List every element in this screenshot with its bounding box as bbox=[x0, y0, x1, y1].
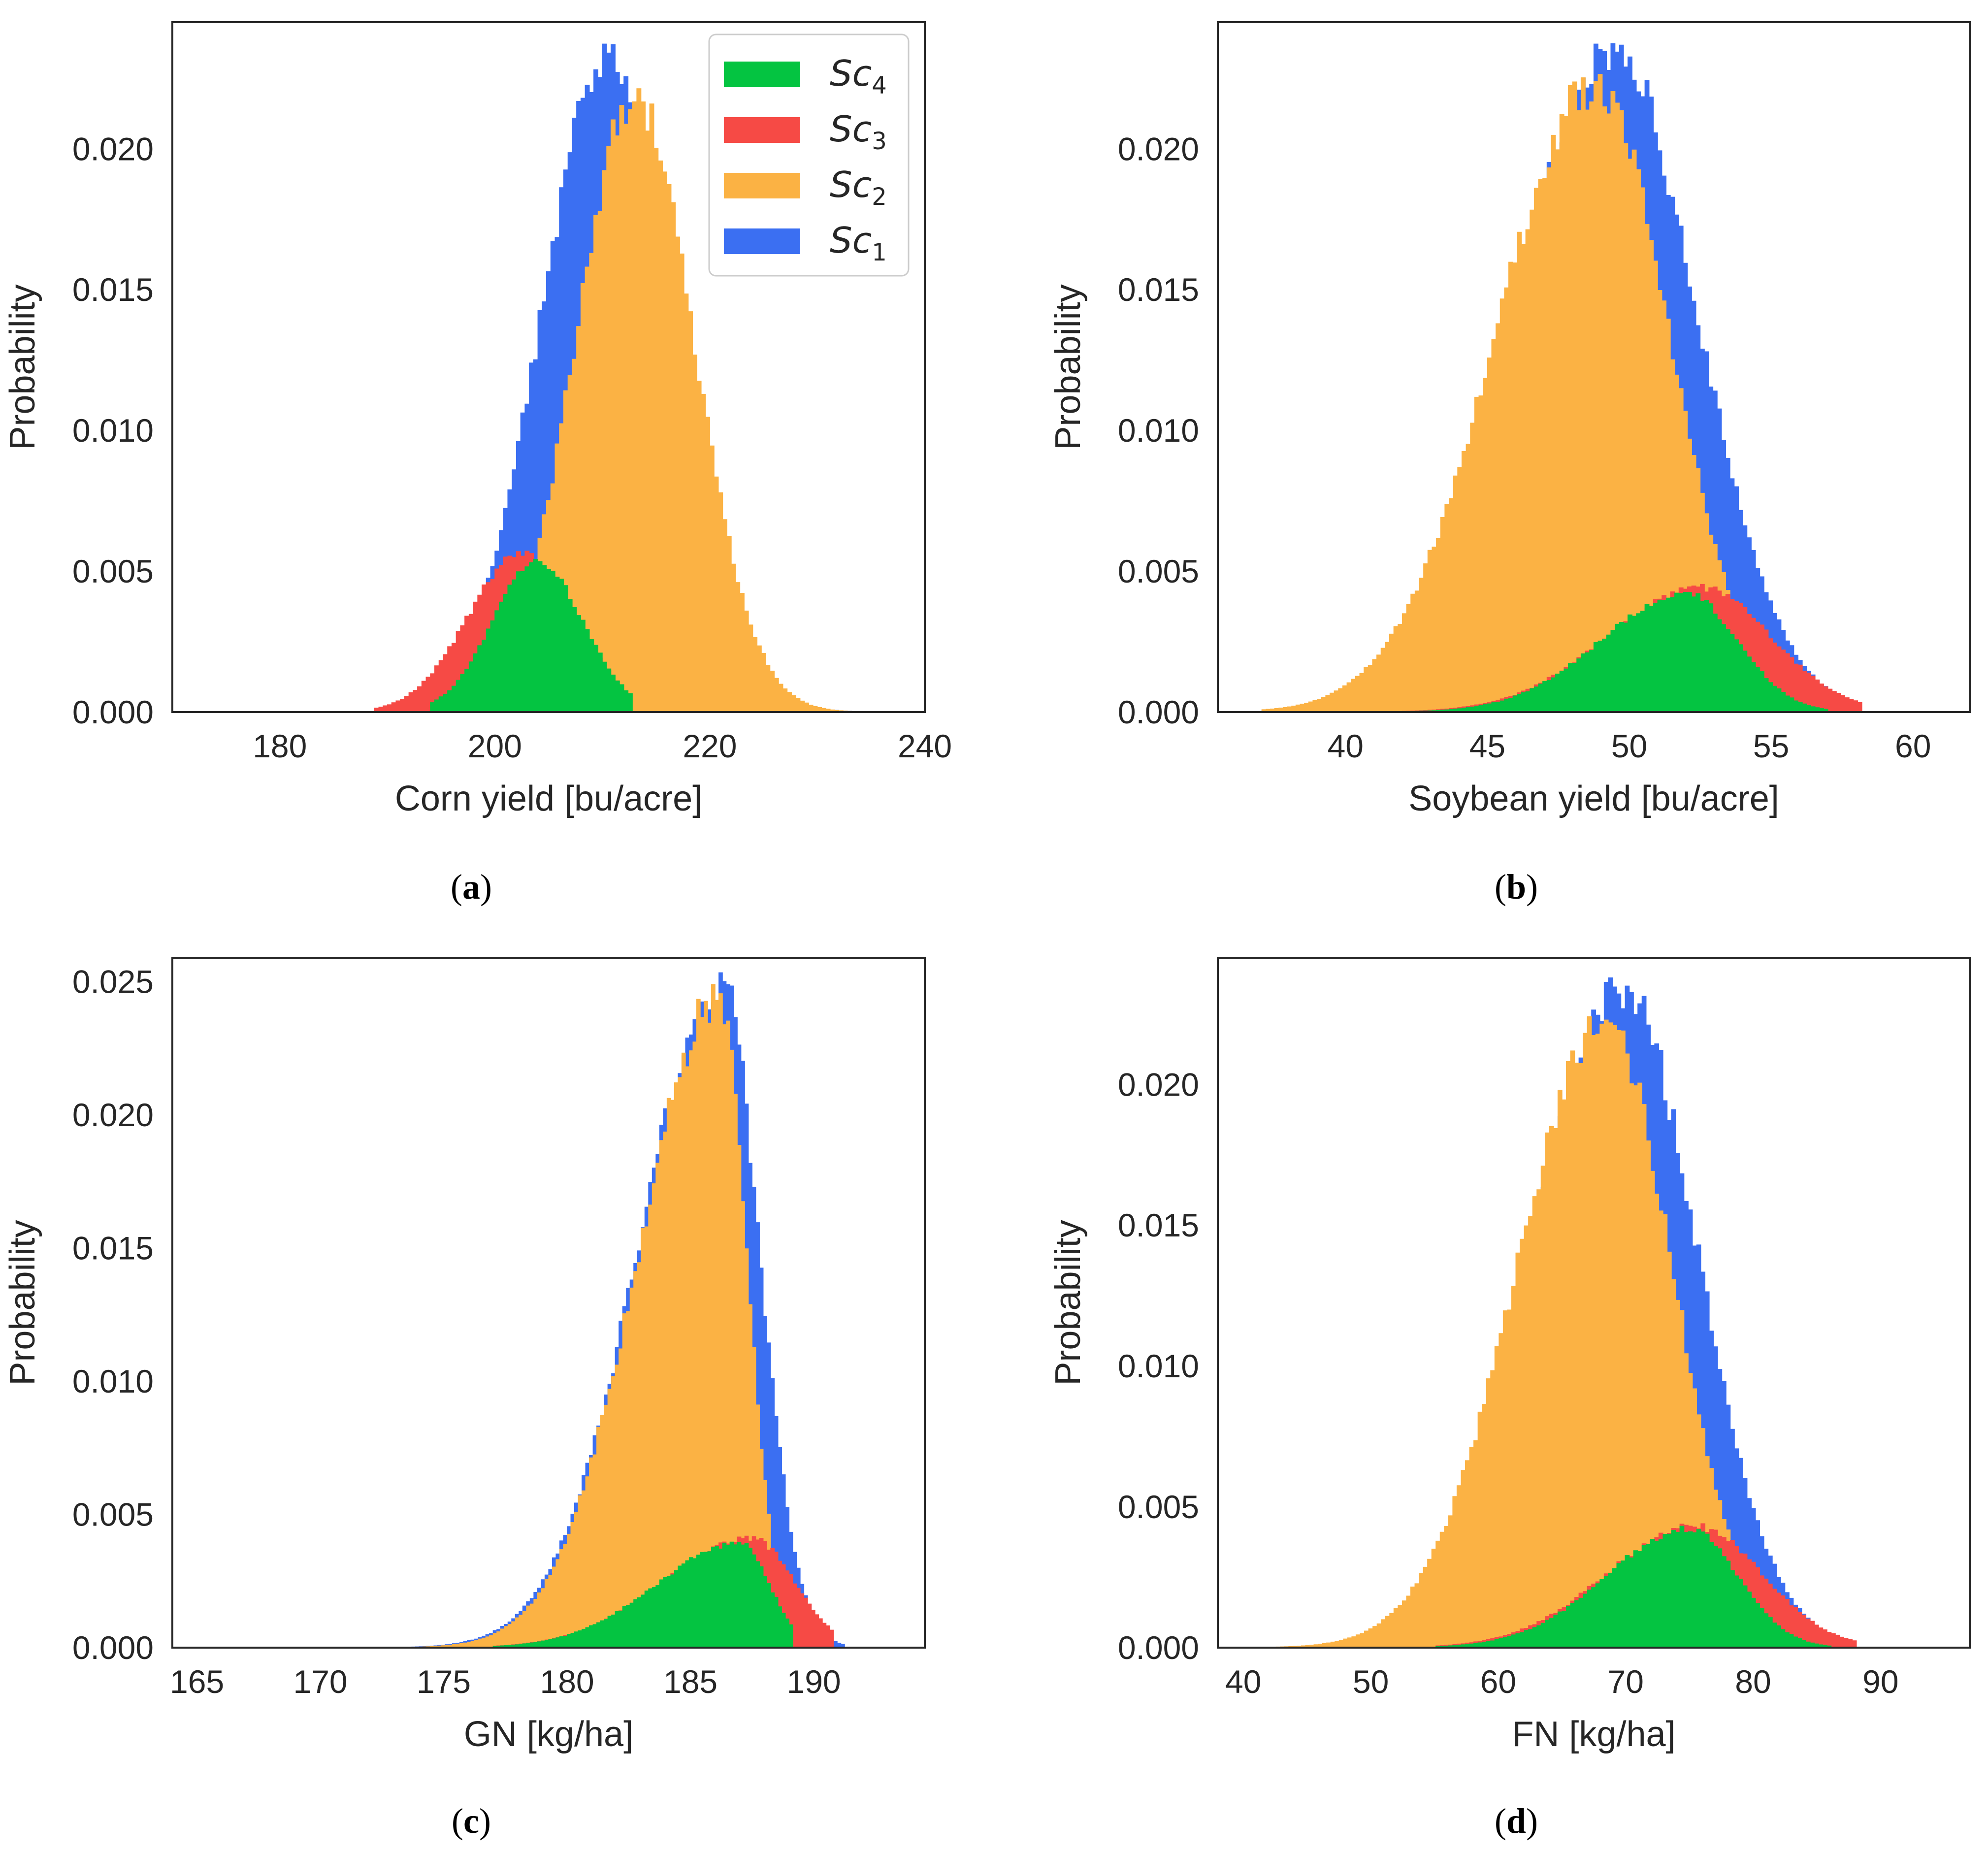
y-tick-label: 0.010 bbox=[1118, 1348, 1199, 1384]
x-tick-label: 170 bbox=[293, 1663, 348, 1700]
y-tick-label: 0.000 bbox=[1118, 1629, 1199, 1666]
x-tick-label: 240 bbox=[898, 728, 952, 764]
y-tick-label: 0.005 bbox=[1118, 1489, 1199, 1525]
y-tick-label: 0.015 bbox=[72, 1230, 154, 1266]
x-tick-label: 90 bbox=[1862, 1663, 1898, 1700]
plot-area-c bbox=[172, 958, 925, 1648]
x-tick-label: 180 bbox=[253, 728, 307, 764]
y-tick-label: 0.010 bbox=[1118, 412, 1199, 449]
y-tick-label: 0.000 bbox=[72, 694, 154, 730]
y-tick-label: 0.020 bbox=[72, 1097, 154, 1133]
y-axis-label: Probability bbox=[1048, 1220, 1088, 1385]
x-axis-label: FN [kg/ha] bbox=[1512, 1715, 1675, 1754]
y-axis-label: Probability bbox=[3, 1220, 42, 1385]
legend-swatch-sc3 bbox=[724, 117, 800, 143]
chart-panel-a: 180 200 220 240 0.000 0.005 0.010 0.015 0.020 Cor… bbox=[3, 21, 952, 907]
y-tick-label: 0.000 bbox=[1118, 694, 1199, 730]
x-tick-label: 45 bbox=[1469, 728, 1505, 764]
x-tick-label: 220 bbox=[683, 728, 737, 764]
panel-caption-d: (d) bbox=[1495, 1801, 1538, 1841]
legend-label-sc1: Sc1 bbox=[830, 220, 887, 266]
y-tick-label: 0.005 bbox=[72, 553, 154, 589]
x-tick-label: 60 bbox=[1895, 728, 1931, 764]
x-tick-label: 200 bbox=[468, 728, 522, 764]
legend-label-sc3: Sc3 bbox=[830, 108, 887, 155]
panel-caption-b: (b) bbox=[1495, 867, 1538, 907]
x-axis-label: Soybean yield [bu/acre] bbox=[1408, 779, 1779, 818]
y-tick-label: 0.005 bbox=[1118, 553, 1199, 589]
chart-panel-b: 40 45 50 55 60 0.000 0.005 0.010 0.015 0.020 Soybe… bbox=[1048, 21, 1971, 907]
legend-label-sc2: Sc2 bbox=[830, 164, 887, 211]
y-tick-label: 0.015 bbox=[1118, 1207, 1199, 1243]
plot-frame-b bbox=[1217, 21, 1971, 713]
x-tick-label: 60 bbox=[1480, 1663, 1516, 1700]
plot-frame-c bbox=[171, 957, 926, 1649]
x-tick-label: 40 bbox=[1225, 1663, 1261, 1700]
chart-panel-c: 165 170 175 180 185 190 0.000 0.005 0.010 0.015 0.… bbox=[3, 957, 926, 1841]
y-axis-label: Probability bbox=[1048, 284, 1088, 450]
x-tick-label: 165 bbox=[170, 1663, 224, 1700]
legend: Sc4 Sc3 Sc2 Sc1 bbox=[708, 33, 910, 277]
plot-frame-d bbox=[1217, 957, 1971, 1649]
plot-frame-a bbox=[171, 21, 926, 713]
x-tick-label: 180 bbox=[540, 1663, 594, 1700]
y-tick-label: 0.015 bbox=[72, 271, 154, 308]
panel-caption-letter: b bbox=[1506, 867, 1526, 907]
x-tick-label: 50 bbox=[1353, 1663, 1389, 1700]
legend-swatch-sc2 bbox=[724, 173, 800, 198]
panel-caption-a: (a) bbox=[451, 867, 492, 907]
x-axis-label: GN [kg/ha] bbox=[464, 1715, 633, 1754]
y-tick-label: 0.005 bbox=[72, 1496, 154, 1533]
y-tick-label: 0.000 bbox=[72, 1629, 154, 1666]
x-axis-label: Corn yield [bu/acre] bbox=[395, 779, 702, 818]
y-tick-label: 0.020 bbox=[1118, 1066, 1199, 1103]
x-tick-label: 50 bbox=[1611, 728, 1647, 764]
y-axis-label: Probability bbox=[3, 284, 42, 450]
y-tick-label: 0.015 bbox=[1118, 271, 1199, 308]
y-tick-label: 0.025 bbox=[72, 964, 154, 1000]
y-tick-label: 0.020 bbox=[72, 130, 154, 167]
chart-panel-d: 40 50 60 70 80 90 0.000 0.005 0.010 0.015 0.020 FN … bbox=[1048, 957, 1971, 1841]
legend-label-sc4: Sc4 bbox=[830, 53, 887, 99]
x-tick-label: 80 bbox=[1735, 1663, 1771, 1700]
legend-swatch-sc4 bbox=[724, 62, 800, 87]
x-tick-label: 70 bbox=[1607, 1663, 1643, 1700]
x-tick-label: 175 bbox=[417, 1663, 471, 1700]
panel-caption-c: (c) bbox=[452, 1801, 491, 1841]
panel-caption-letter: c bbox=[463, 1801, 479, 1841]
panel-caption-letter: a bbox=[462, 867, 480, 907]
y-tick-label: 0.020 bbox=[1118, 130, 1199, 167]
x-tick-label: 55 bbox=[1753, 728, 1789, 764]
legend-box bbox=[708, 33, 910, 277]
legend-swatch-sc1 bbox=[724, 228, 800, 254]
x-tick-label: 185 bbox=[663, 1663, 717, 1700]
y-tick-label: 0.010 bbox=[72, 412, 154, 449]
panel-caption-letter: d bbox=[1506, 1801, 1526, 1841]
x-tick-label: 190 bbox=[786, 1663, 841, 1700]
y-tick-label: 0.010 bbox=[72, 1363, 154, 1399]
x-tick-label: 40 bbox=[1328, 728, 1364, 764]
